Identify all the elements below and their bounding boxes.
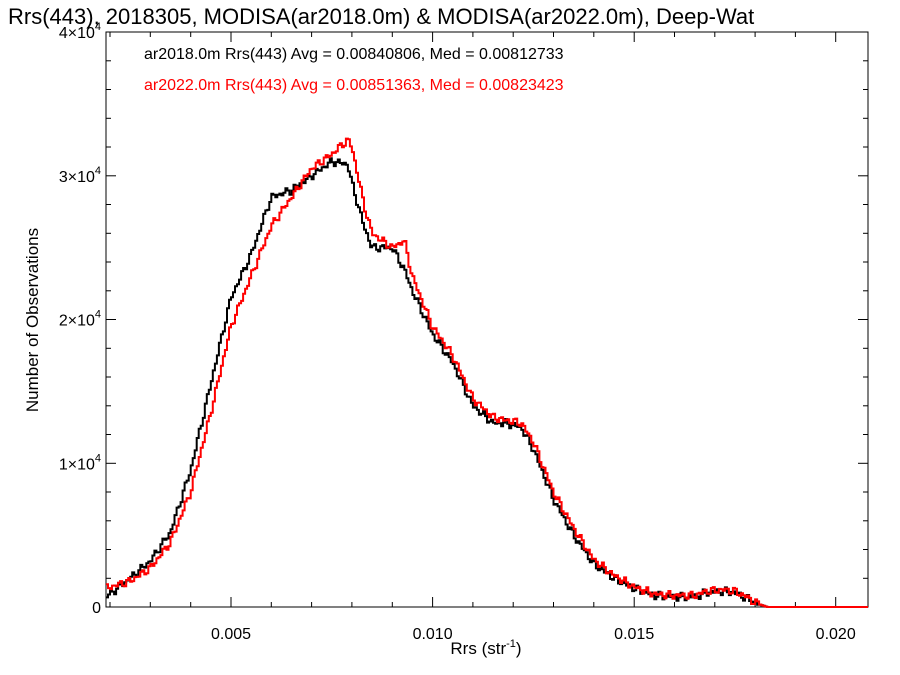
x-tick-label: 0.005 bbox=[211, 626, 251, 643]
x-axis-label-close: ) bbox=[516, 639, 522, 658]
legend-entry-ar2022: ar2022.0m Rrs(443) Avg = 0.00851363, Med… bbox=[144, 77, 564, 94]
legend: ar2018.0m Rrs(443) Avg = 0.00840806, Med… bbox=[144, 46, 564, 94]
y-tick-label-exponent: 4 bbox=[95, 309, 101, 321]
series-line-ar2022.0m bbox=[106, 137, 868, 608]
y-tick-label-exponent: 4 bbox=[95, 452, 101, 464]
x-tick-label: 0.015 bbox=[614, 626, 654, 643]
y-tick-label-base: 1×10 bbox=[59, 456, 95, 473]
x-axis-label-text: Rrs (str bbox=[450, 639, 506, 658]
x-axis-label-exponent: -1 bbox=[506, 638, 516, 650]
x-axis-label: Rrs (str-1) bbox=[450, 638, 521, 658]
x-tick-label: 0.020 bbox=[816, 626, 856, 643]
y-axis-label: Number of Observations bbox=[23, 228, 42, 412]
y-tick-label-exponent: 4 bbox=[95, 165, 101, 177]
y-tick-label: 4×104 bbox=[59, 21, 101, 42]
chart-title: Rrs(443), 2018305, MODISA(ar2018.0m) & M… bbox=[8, 4, 754, 29]
series-group bbox=[106, 137, 868, 608]
axis-ticks bbox=[106, 31, 868, 608]
series-line-ar2018.0m bbox=[106, 157, 868, 608]
x-tick-label: 0.010 bbox=[413, 626, 453, 643]
legend-entry-ar2018: ar2018.0m Rrs(443) Avg = 0.00840806, Med… bbox=[144, 46, 564, 63]
y-tick-label: 1×104 bbox=[59, 452, 101, 473]
plot-area: 0.005 0.010 0.015 0.02001×1042×1043×1044×10… bbox=[59, 21, 869, 643]
tick-labels: 0.005 0.010 0.015 0.02001×1042×1043×1044×10… bbox=[59, 21, 856, 643]
plot-frame bbox=[105, 31, 869, 608]
y-tick-label-base: 3×10 bbox=[59, 169, 95, 186]
y-tick-label: 0 bbox=[92, 600, 101, 617]
y-tick-label-base: 0 bbox=[92, 600, 101, 617]
y-tick-label-exponent: 4 bbox=[95, 21, 101, 33]
y-tick-label: 3×104 bbox=[59, 165, 101, 186]
y-tick-label-base: 4×10 bbox=[59, 25, 95, 42]
y-tick-label-base: 2×10 bbox=[59, 313, 95, 330]
y-tick-label: 2×104 bbox=[59, 309, 101, 330]
